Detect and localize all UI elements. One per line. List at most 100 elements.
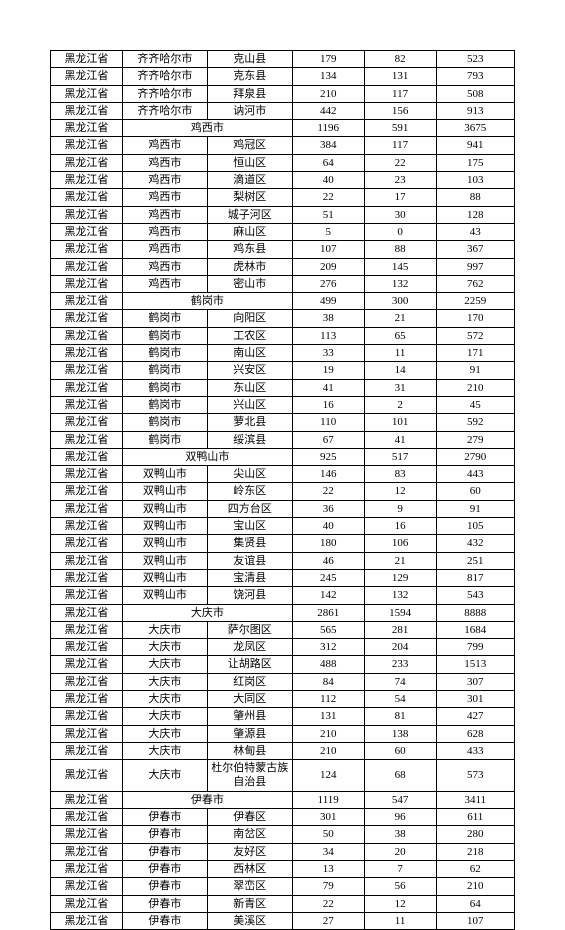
table-row: 黑龙江省伊春市友好区3420218 [51,843,515,860]
cell-district: 南山区 [207,345,292,362]
table-row: 黑龙江省大庆市肇州县13181427 [51,708,515,725]
cell-value: 5 [292,223,364,240]
table-row: 黑龙江省鹤岗市工农区11365572 [51,327,515,344]
cell-province: 黑龙江省 [51,379,123,396]
cell-value: 443 [436,466,514,483]
cell-province: 黑龙江省 [51,189,123,206]
cell-province: 黑龙江省 [51,760,123,792]
cell-district: 翠峦区 [207,878,292,895]
cell-province: 黑龙江省 [51,120,123,137]
cell-province: 黑龙江省 [51,327,123,344]
cell-value: 17 [364,189,436,206]
cell-province: 黑龙江省 [51,535,123,552]
cell-district: 新青区 [207,895,292,912]
cell-value: 113 [292,327,364,344]
cell-province: 黑龙江省 [51,895,123,912]
cell-value: 12 [364,483,436,500]
table-row: 黑龙江省鸡西市麻山区5043 [51,223,515,240]
cell-city: 双鸭山市 [122,518,207,535]
cell-value: 60 [364,742,436,759]
cell-province: 黑龙江省 [51,742,123,759]
table-row: 黑龙江省齐齐哈尔市讷河市442156913 [51,102,515,119]
cell-value: 74 [364,673,436,690]
cell-value: 41 [292,379,364,396]
cell-province: 黑龙江省 [51,483,123,500]
cell-district: 讷河市 [207,102,292,119]
cell-city: 伊春市 [122,895,207,912]
cell-value: 107 [292,241,364,258]
cell-value: 36 [292,500,364,517]
table-row: 黑龙江省双鸭山市四方台区36991 [51,500,515,517]
cell-city: 大庆市 [122,656,207,673]
cell-value: 34 [292,843,364,860]
cell-value: 19 [292,362,364,379]
cell-value: 64 [292,154,364,171]
cell-province: 黑龙江省 [51,431,123,448]
cell-value: 91 [436,500,514,517]
cell-value: 2 [364,396,436,413]
cell-value: 96 [364,809,436,826]
cell-city: 大庆市 [122,621,207,638]
cell-value: 179 [292,51,364,68]
cell-city: 鸡西市 [122,172,207,189]
cell-city: 双鸭山市 [122,535,207,552]
cell-value: 88 [364,241,436,258]
cell-value: 51 [292,206,364,223]
cell-province: 黑龙江省 [51,656,123,673]
table-row: 黑龙江省双鸭山市饶河县142132543 [51,587,515,604]
cell-province: 黑龙江省 [51,569,123,586]
cell-district: 让胡路区 [207,656,292,673]
cell-city: 鸡西市 [122,206,207,223]
cell-province: 黑龙江省 [51,68,123,85]
table-row: 黑龙江省伊春市美溪区2711107 [51,912,515,929]
table-row: 黑龙江省大庆市286115948888 [51,604,515,621]
cell-city: 大庆市 [122,742,207,759]
cell-district: 绥滨县 [207,431,292,448]
cell-value: 628 [436,725,514,742]
cell-province: 黑龙江省 [51,275,123,292]
cell-city: 鹤岗市 [122,345,207,362]
cell-value: 112 [292,690,364,707]
cell-province: 黑龙江省 [51,102,123,119]
cell-value: 793 [436,68,514,85]
cell-value: 592 [436,414,514,431]
cell-value: 204 [364,639,436,656]
cell-value: 117 [364,137,436,154]
cell-city: 伊春市 [122,878,207,895]
cell-district: 友好区 [207,843,292,860]
cell-value: 30 [364,206,436,223]
cell-value: 307 [436,673,514,690]
cell-value: 2790 [436,448,514,465]
cell-district: 肇源县 [207,725,292,742]
cell-province: 黑龙江省 [51,293,123,310]
cell-district: 美溪区 [207,912,292,929]
cell-value: 117 [364,85,436,102]
cell-city: 伊春市 [122,826,207,843]
cell-value: 146 [292,466,364,483]
cell-province: 黑龙江省 [51,639,123,656]
cell-value: 210 [436,878,514,895]
cell-value: 16 [292,396,364,413]
cell-district: 兴安区 [207,362,292,379]
cell-value: 611 [436,809,514,826]
cell-value: 925 [292,448,364,465]
cell-value: 8888 [436,604,514,621]
cell-district: 南岔区 [207,826,292,843]
cell-value: 1594 [364,604,436,621]
cell-value: 106 [364,535,436,552]
cell-value: 13 [292,860,364,877]
table-row: 黑龙江省鹤岗市兴安区191491 [51,362,515,379]
cell-value: 442 [292,102,364,119]
cell-value: 817 [436,569,514,586]
cell-value: 171 [436,345,514,362]
cell-value: 38 [364,826,436,843]
cell-district: 鸡冠区 [207,137,292,154]
cell-value: 132 [364,587,436,604]
cell-value: 1684 [436,621,514,638]
cell-district: 友谊县 [207,552,292,569]
table-row: 黑龙江省大庆市让胡路区4882331513 [51,656,515,673]
cell-city: 齐齐哈尔市 [122,102,207,119]
cell-value: 543 [436,587,514,604]
cell-value: 83 [364,466,436,483]
cell-value: 2861 [292,604,364,621]
